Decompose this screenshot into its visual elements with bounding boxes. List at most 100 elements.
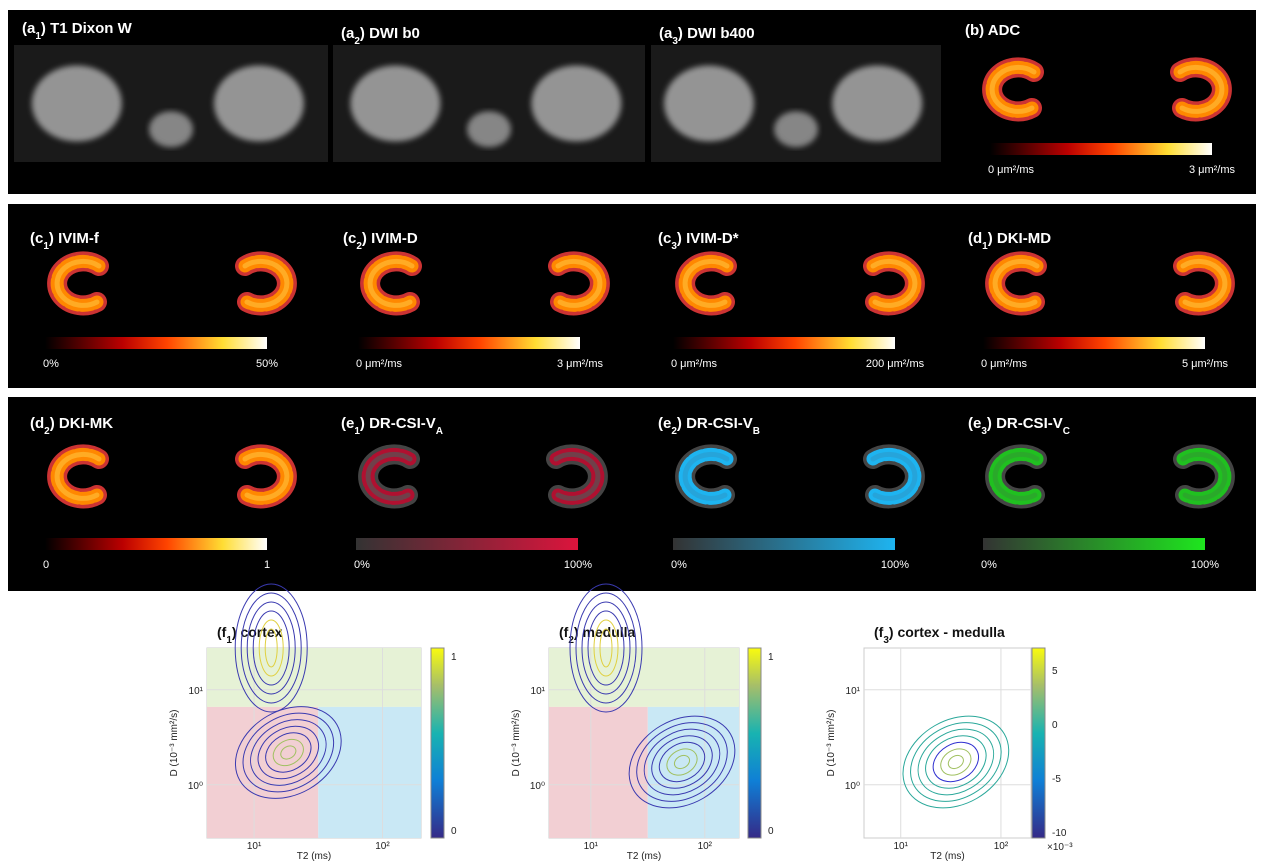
title-part: ) cortex - medulla (889, 624, 1005, 640)
title-part: ) cortex (232, 624, 283, 640)
y-tick-label: 10¹ (189, 686, 204, 697)
title-part: ) IVIM-D* (677, 230, 739, 247)
title-part: (f (217, 624, 227, 640)
x-tick-label: 10² (994, 841, 1009, 852)
title-part: ) IVIM-f (49, 230, 100, 247)
title-part: ) DR-CSI-V (360, 415, 436, 432)
title-part: (d (30, 415, 44, 432)
colorbar-max-label: 100% (1191, 559, 1219, 571)
colorbar (990, 143, 1212, 155)
title-part: (e (968, 415, 981, 432)
title-part: (e (341, 415, 354, 432)
colorbar-max-label: 200 μm²/ms (866, 358, 925, 370)
x-axis-label: T2 (ms) (930, 851, 964, 862)
title-part: (c (30, 230, 43, 247)
colorbar-min-label: 0% (981, 559, 997, 571)
page: (a1) T1 Dixon W(a2) DWI b0(a3) DWI b400(… (0, 0, 1264, 866)
title-part: (f (874, 624, 884, 640)
region-short (549, 707, 648, 838)
colorbar-scale: ×10⁻³ (1047, 842, 1073, 853)
colorbar-tick-label: 0 (451, 826, 457, 837)
title-part: (e (658, 415, 671, 432)
title-part: ) DKI-MD (988, 230, 1051, 247)
colorbar-max-label: 3 μm²/ms (557, 358, 604, 370)
y-tick-label: 10⁰ (188, 781, 203, 792)
y-tick-label: 10⁰ (530, 781, 545, 792)
colorbar-min-label: 0 μm²/ms (988, 164, 1035, 176)
x-tick-label: 10¹ (584, 841, 599, 852)
colorbar (673, 538, 895, 550)
colorbar-max-label: 100% (881, 559, 909, 571)
title-part: (b) ADC (965, 22, 1020, 39)
title-part: (a (341, 25, 355, 42)
mri-structure (32, 66, 122, 142)
x-axis-label: T2 (ms) (627, 851, 661, 862)
colorbar (356, 538, 578, 550)
colorbar (983, 538, 1205, 550)
mri-structure (214, 66, 304, 142)
title-part: C (1063, 426, 1070, 437)
colorbar-tick-label: 1 (768, 652, 774, 663)
y-tick-label: 10¹ (846, 686, 861, 697)
colorbar-tick-label: 0 (1052, 720, 1058, 731)
y-axis-label: D (10⁻³ mm²/s) (169, 710, 180, 777)
panel-title: (f3) cortex - medulla (874, 624, 1005, 646)
title-part: ) DR-CSI-V (987, 415, 1063, 432)
colorbar (45, 538, 267, 550)
title-part: (c (343, 230, 356, 247)
title-part: ) DWI b0 (360, 25, 420, 42)
figure: (a1) T1 Dixon W(a2) DWI b0(a3) DWI b400(… (0, 0, 1264, 866)
title-part: (f (559, 624, 569, 640)
colorbar (358, 337, 580, 349)
y-axis-label: D (10⁻³ mm²/s) (511, 710, 522, 777)
mri-structure (149, 111, 193, 147)
colorbar (748, 648, 761, 838)
mri-structure (774, 111, 818, 147)
title-part: ) T1 Dixon W (41, 20, 133, 37)
colorbar-max-label: 100% (564, 559, 592, 571)
colorbar-tick-label: -10 (1052, 828, 1067, 839)
y-axis-label: D (10⁻³ mm²/s) (826, 710, 837, 777)
x-tick-label: 10² (375, 841, 390, 852)
mri-structure (531, 66, 621, 142)
row-background (8, 204, 1256, 388)
title-part: B (753, 426, 760, 437)
colorbar-tick-label: -5 (1052, 774, 1061, 785)
colorbar-max-label: 3 μm²/ms (1189, 164, 1236, 176)
title-part: A (436, 426, 443, 437)
title-part: ) DR-CSI-V (677, 415, 753, 432)
colorbar-tick-label: 5 (1052, 666, 1058, 677)
colorbar (673, 337, 895, 349)
colorbar (1032, 648, 1045, 838)
title-part: (c (658, 230, 671, 247)
colorbar-max-label: 5 μm²/ms (1182, 358, 1229, 370)
colorbar-min-label: 0 μm²/ms (671, 358, 718, 370)
colorbar-min-label: 0% (354, 559, 370, 571)
mri-structure (664, 66, 754, 142)
colorbar-min-label: 0 (43, 559, 49, 571)
mri-structure (832, 66, 922, 142)
x-tick-label: 10² (698, 841, 713, 852)
colorbar-min-label: 0% (671, 559, 687, 571)
region-fast (549, 648, 739, 707)
colorbar-min-label: 0 μm²/ms (356, 358, 403, 370)
x-tick-label: 10¹ (247, 841, 262, 852)
x-tick-label: 10¹ (894, 841, 909, 852)
y-tick-label: 10⁰ (845, 781, 860, 792)
colorbar (45, 337, 267, 349)
title-part: ) IVIM-D (362, 230, 418, 247)
title-part: (a (659, 25, 673, 42)
colorbar-tick-label: 1 (451, 652, 457, 663)
x-axis-label: T2 (ms) (297, 851, 331, 862)
colorbar-max-label: 50% (256, 358, 278, 370)
colorbar-min-label: 0 μm²/ms (981, 358, 1028, 370)
colorbar (431, 648, 444, 838)
title-part: ) DKI-MK (50, 415, 113, 432)
colorbar-min-label: 0% (43, 358, 59, 370)
region-long (318, 707, 421, 838)
panel-title: (b) ADC (965, 22, 1020, 39)
colorbar-tick-label: 0 (768, 826, 774, 837)
title-part: (d (968, 230, 982, 247)
plot-area (864, 648, 1031, 838)
mri-structure (467, 111, 511, 147)
